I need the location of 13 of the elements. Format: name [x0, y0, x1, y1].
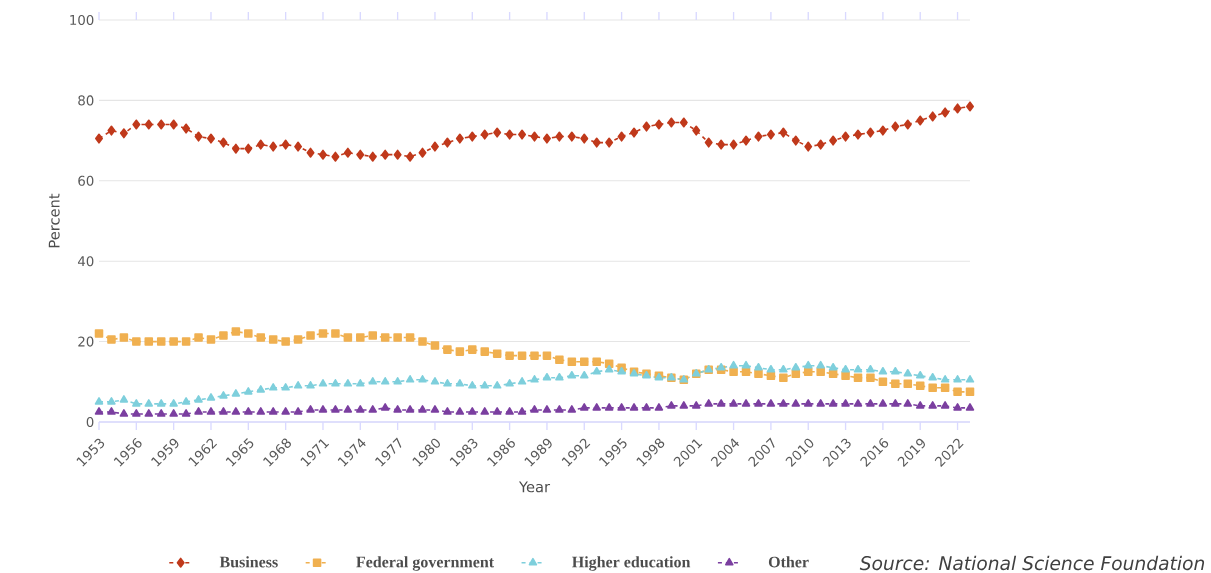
legend-label: Other [768, 556, 809, 568]
y-tick-label: 40 [77, 256, 94, 267]
x-axis-title: Year [518, 481, 551, 493]
y-tick-label: 20 [78, 336, 94, 347]
y-tick-label: 80 [78, 95, 94, 106]
legend-label: Higher education [572, 556, 691, 571]
y-tick-label: 60 [78, 175, 94, 186]
legend-label: Business [219, 556, 278, 568]
legend-label: Federal government [356, 556, 495, 571]
y-tick-label: 100 [70, 14, 94, 26]
source-note: Source: National Science Foundation [859, 555, 1205, 571]
y-tick-label: 0 [86, 416, 94, 428]
y-axis-title: Percent [48, 193, 60, 248]
